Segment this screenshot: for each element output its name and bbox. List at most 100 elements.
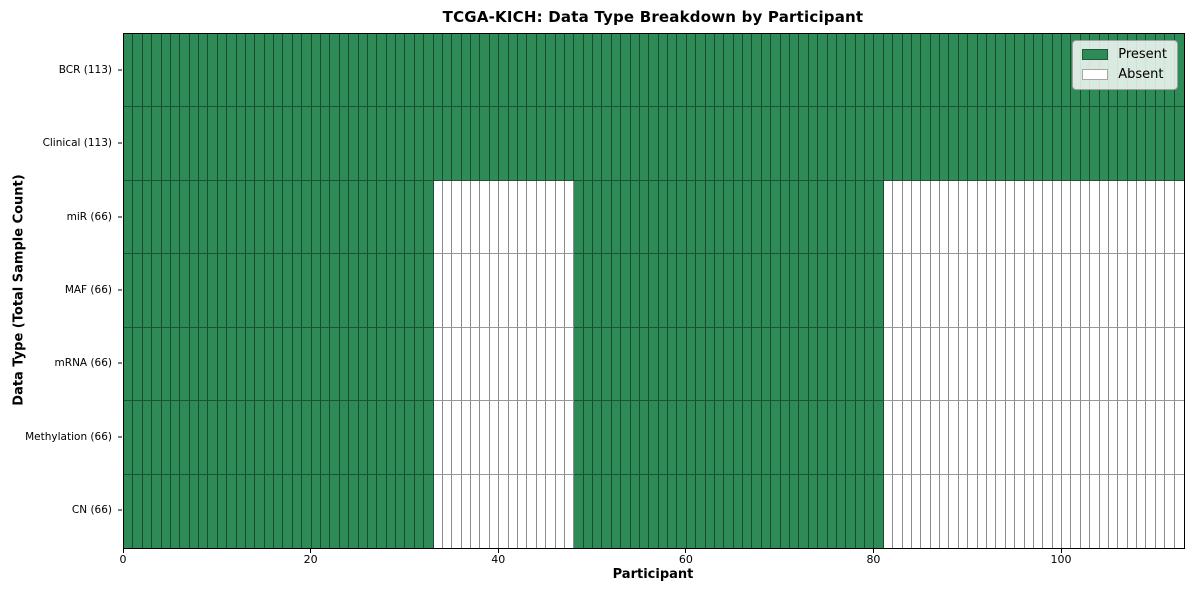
heatmap-cell	[639, 474, 650, 548]
heatmap-cell	[471, 327, 481, 402]
y-tick-label-Methylation: Methylation (66)	[25, 430, 112, 443]
heatmap-cell	[940, 254, 950, 328]
heatmap-cell	[433, 401, 443, 475]
heatmap-cell	[546, 474, 556, 548]
heatmap-cell	[1005, 327, 1016, 402]
heatmap-cell	[949, 107, 959, 181]
heatmap-cell	[874, 34, 884, 108]
heatmap-cell	[649, 401, 659, 475]
heatmap-cell	[1118, 401, 1128, 475]
heatmap-cell	[1062, 180, 1072, 255]
heatmap-cell	[396, 34, 406, 108]
heatmap-cell	[696, 34, 706, 108]
heatmap-cell	[1174, 34, 1184, 108]
heatmap-cell	[180, 401, 190, 475]
heatmap-cell	[602, 327, 612, 402]
heatmap-cell	[1174, 180, 1184, 255]
heatmap-cell	[893, 107, 903, 181]
heatmap-cell	[996, 327, 1006, 402]
heatmap-cell	[1099, 254, 1109, 328]
y-tick-label-Clinical: Clinical (113)	[42, 136, 112, 149]
heatmap-cell	[977, 401, 987, 475]
heatmap-cell	[377, 34, 387, 108]
heatmap-cell	[358, 327, 368, 402]
heatmap-cell	[367, 474, 378, 548]
heatmap-cell	[1033, 401, 1044, 475]
heatmap-cell	[593, 327, 603, 402]
heatmap-cell	[208, 107, 218, 181]
heatmap-cell	[367, 107, 378, 181]
heatmap-cell	[555, 34, 565, 108]
heatmap-cell	[180, 327, 190, 402]
heatmap-cell	[564, 254, 575, 328]
heatmap-cell	[977, 34, 987, 108]
heatmap-cell	[743, 107, 753, 181]
heatmap-cell	[396, 474, 406, 548]
heatmap-cell	[339, 107, 350, 181]
heatmap-cell	[921, 474, 931, 548]
heatmap-cell	[452, 401, 462, 475]
heatmap-cell	[180, 180, 190, 255]
heatmap-cell	[987, 107, 997, 181]
heatmap-cell	[283, 180, 293, 255]
heatmap-cell	[639, 34, 650, 108]
heatmap-cell	[658, 254, 669, 328]
heatmap-cell	[311, 180, 321, 255]
heatmap-cell	[517, 180, 528, 255]
heatmap-cell	[996, 401, 1006, 475]
heatmap-cell	[1127, 401, 1138, 475]
heatmap-cell	[189, 327, 200, 402]
heatmap-cell	[1155, 254, 1166, 328]
heatmap-cell	[874, 107, 884, 181]
heatmap-cell	[1137, 327, 1147, 402]
heatmap-cell	[883, 401, 894, 475]
heatmap-cell	[339, 254, 350, 328]
heatmap-cell	[358, 34, 368, 108]
heatmap-cell	[320, 327, 331, 402]
heatmap-cell	[958, 254, 969, 328]
heatmap-cell	[264, 401, 275, 475]
heatmap-cell	[649, 327, 659, 402]
heatmap-cell	[1033, 254, 1044, 328]
heatmap-row-MAF	[124, 254, 1184, 328]
heatmap-cell	[987, 34, 997, 108]
heatmap-cell	[921, 254, 931, 328]
heatmap-cell	[1015, 107, 1025, 181]
heatmap-cell	[902, 180, 912, 255]
heatmap-cell	[836, 34, 847, 108]
heatmap-cell	[161, 34, 171, 108]
heatmap-cell	[264, 474, 275, 548]
heatmap-cell	[705, 327, 715, 402]
heatmap-cell	[1090, 254, 1100, 328]
heatmap-cell	[649, 34, 659, 108]
heatmap-cell	[442, 401, 453, 475]
heatmap-cell	[602, 401, 612, 475]
heatmap-cell	[921, 34, 931, 108]
heatmap-cell	[1146, 474, 1156, 548]
heatmap-cell	[818, 327, 828, 402]
heatmap-cell	[874, 401, 884, 475]
heatmap-cell	[217, 327, 228, 402]
heatmap-cell	[874, 254, 884, 328]
heatmap-cell	[564, 34, 575, 108]
heatmap-cell	[152, 254, 162, 328]
heatmap-cell	[199, 327, 209, 402]
heatmap-cell	[339, 180, 350, 255]
heatmap-cell	[714, 254, 725, 328]
heatmap-cell	[480, 327, 490, 402]
heatmap-cell	[583, 107, 594, 181]
heatmap-cell	[808, 474, 819, 548]
heatmap-cell	[818, 254, 828, 328]
heatmap-cell	[696, 254, 706, 328]
heatmap-cell	[564, 474, 575, 548]
heatmap-cell	[987, 180, 997, 255]
heatmap-cell	[208, 254, 218, 328]
heatmap-cell	[987, 474, 997, 548]
heatmap-cell	[386, 474, 397, 548]
heatmap-cell	[189, 34, 200, 108]
x-tick-mark	[497, 548, 499, 553]
heatmap-cell	[930, 34, 941, 108]
heatmap-cell	[227, 327, 237, 402]
plot-area: Present Absent	[123, 33, 1185, 549]
heatmap-cell	[621, 401, 631, 475]
